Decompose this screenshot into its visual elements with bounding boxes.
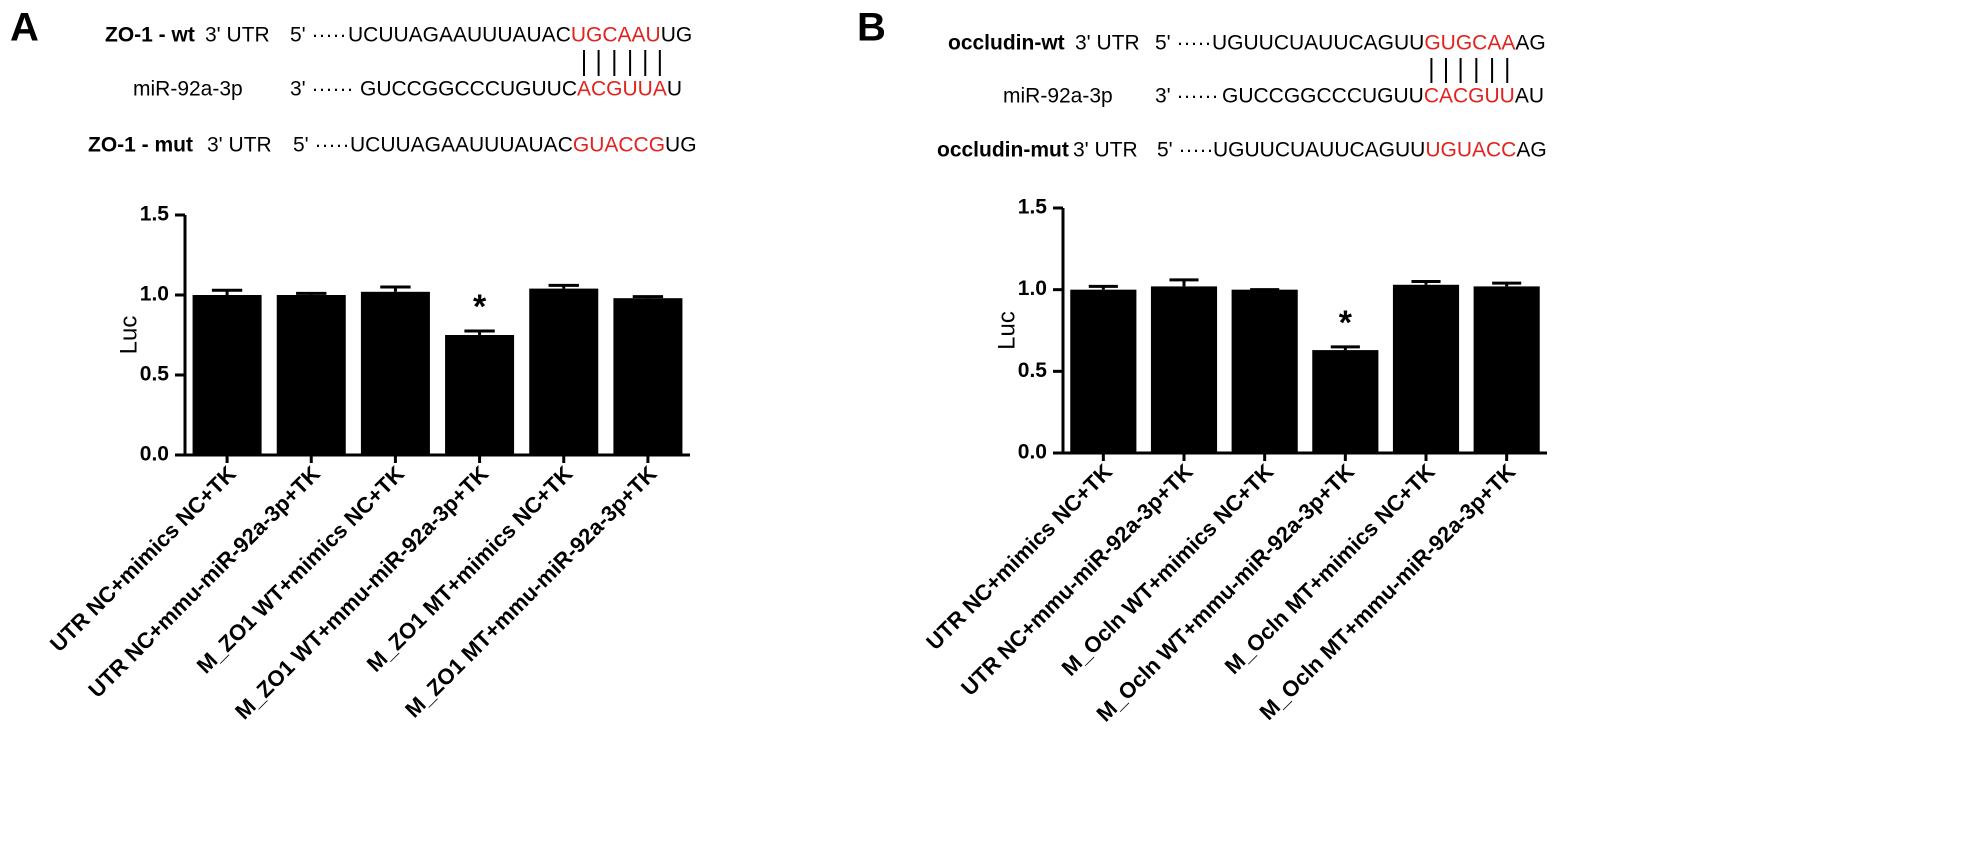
bar: [1312, 350, 1379, 453]
row-name: ZO-1 - wt: [105, 24, 195, 47]
row-name: miR-92a-3p: [1003, 85, 1113, 108]
bar: [1150, 286, 1218, 453]
y-tick-label: 1.0: [1018, 277, 1047, 300]
sequence: UCUUAGAAUUUAUAC: [348, 24, 571, 47]
bar: [445, 335, 515, 455]
strand-end: 5' ·····: [293, 134, 350, 157]
utr-label: 3' UTR: [1075, 32, 1140, 55]
utr-label: 3' UTR: [207, 134, 272, 157]
sequence: GUCCGGCCCUGUU: [1222, 85, 1424, 108]
sequence-tail: U: [667, 78, 682, 101]
bar: [1070, 289, 1137, 453]
sequence: UGUUCUAUUCAGUU: [1212, 32, 1424, 55]
bar: [1231, 289, 1298, 453]
bar: [276, 295, 346, 455]
sequence-tail: UG: [661, 24, 693, 47]
sequence: UCUUAGAAUUUAUAC: [350, 134, 573, 157]
utr-label: 3' UTR: [1073, 139, 1138, 162]
panel-label: B: [857, 6, 886, 50]
significance-mark: *: [1339, 304, 1353, 342]
row-name: occludin-wt: [948, 32, 1065, 55]
sequence-tail: AU: [1515, 85, 1544, 108]
sequence-tail: AG: [1516, 139, 1546, 162]
strand-end: 5' ·····: [1155, 32, 1212, 55]
strand-end: 5' ·····: [1157, 139, 1214, 162]
y-tick-label: 0.0: [1018, 441, 1047, 464]
seed-sequence: GUACCG: [573, 134, 665, 157]
seed-sequence: GUGCAA: [1424, 32, 1515, 55]
significance-mark: *: [473, 288, 487, 326]
y-axis-label: Luc: [115, 316, 142, 355]
bar: [1473, 286, 1540, 453]
seed-sequence: CACGUU: [1424, 85, 1515, 108]
strand-end: 3' ······: [290, 78, 353, 101]
y-tick-label: 0.5: [1018, 359, 1048, 382]
y-tick-label: 1.0: [140, 283, 169, 306]
seed-sequence: UGUACC: [1425, 139, 1516, 162]
seed-sequence: UGCAAU: [571, 24, 661, 47]
y-axis-label: Luc: [993, 311, 1020, 350]
bar: [1392, 284, 1460, 453]
y-tick-label: 1.5: [140, 203, 170, 226]
y-tick-label: 1.5: [1018, 196, 1048, 219]
sequence-tail: AG: [1515, 32, 1545, 55]
utr-label: 3' UTR: [205, 24, 270, 47]
y-tick-label: 0.5: [140, 363, 170, 386]
panel-label: A: [10, 6, 39, 50]
sequence: GUCCGGCCCUGUUC: [360, 78, 577, 101]
seed-sequence: ACGUUA: [577, 78, 667, 101]
y-tick-label: 0.0: [140, 443, 169, 466]
strand-end: 3' ······: [1155, 85, 1218, 108]
row-name: ZO-1 - mut: [88, 134, 193, 157]
bar: [192, 295, 262, 455]
bar: [360, 291, 430, 455]
row-name: occludin-mut: [937, 139, 1069, 162]
strand-end: 5' ·····: [290, 24, 347, 47]
bar: [613, 298, 683, 455]
sequence-tail: UG: [665, 134, 697, 157]
row-name: miR-92a-3p: [133, 78, 243, 101]
bar: [529, 288, 599, 455]
sequence: UGUUCUAUUCAGUU: [1213, 139, 1425, 162]
